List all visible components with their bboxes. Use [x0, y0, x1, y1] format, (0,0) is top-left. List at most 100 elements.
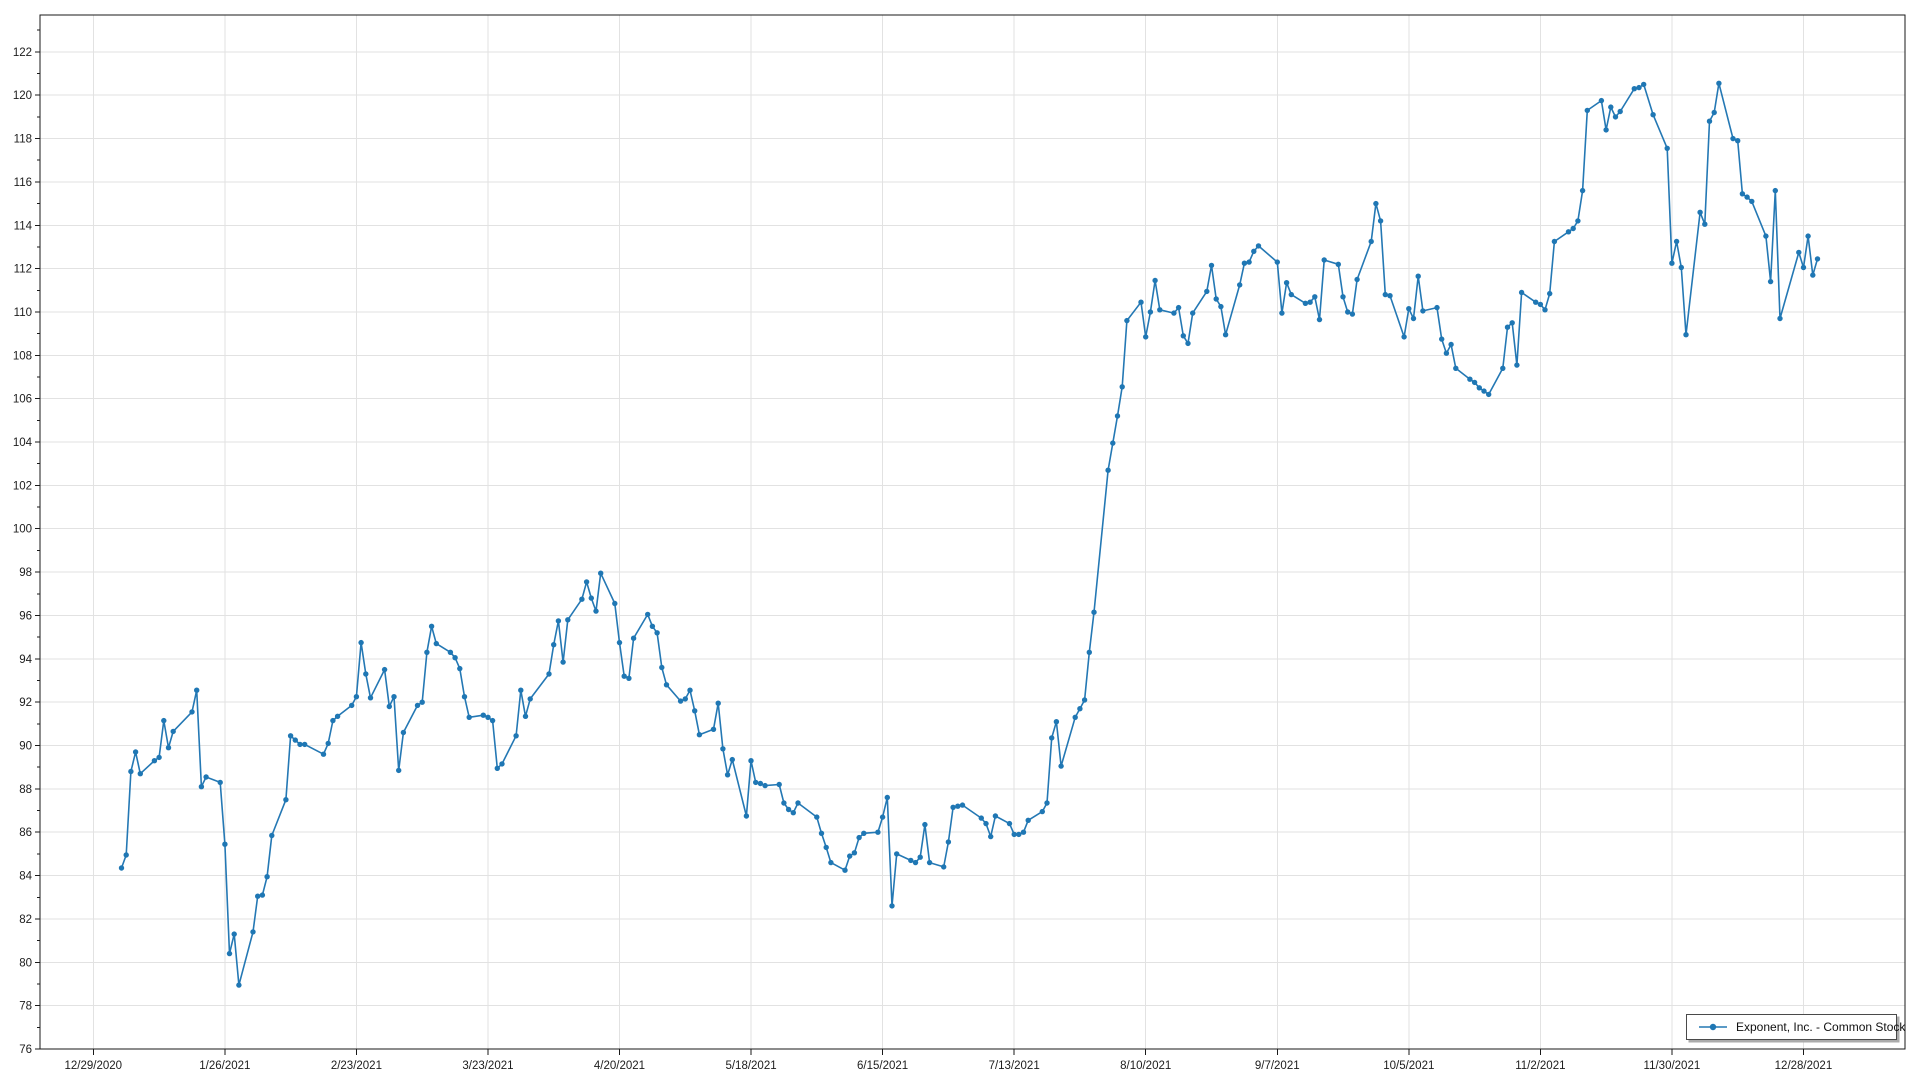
data-point-marker: [419, 699, 425, 705]
y-tick-label: 102: [13, 480, 32, 492]
y-tick-label: 116: [14, 177, 32, 189]
plot-border: [39, 14, 1906, 1050]
data-point-marker: [814, 814, 820, 820]
data-point-marker: [1796, 249, 1802, 256]
data-point-marker: [1453, 365, 1459, 371]
legend: Exponent, Inc. - Common Stock: [1686, 1014, 1905, 1040]
data-point-marker: [428, 623, 435, 629]
data-point-marker: [1805, 233, 1811, 239]
data-point-marker: [391, 694, 397, 700]
data-point-marker: [1213, 296, 1219, 302]
data-point-marker: [349, 702, 355, 709]
data-point-marker: [518, 687, 524, 693]
y-tick-label: 76: [19, 1044, 32, 1056]
data-point-marker: [847, 853, 853, 859]
data-point-marker: [222, 841, 228, 847]
data-point-marker: [1288, 291, 1295, 298]
data-point-marker: [894, 851, 900, 857]
data-point-marker: [170, 728, 176, 735]
data-point-marker: [203, 774, 209, 780]
data-point-marker: [851, 850, 858, 856]
data-point-marker: [762, 782, 768, 789]
data-point-marker: [583, 579, 590, 585]
data-point-marker: [264, 874, 270, 880]
data-point-marker: [748, 758, 754, 764]
data-point-marker: [334, 713, 341, 719]
data-point-marker: [959, 802, 966, 808]
y-tick-label: 94: [19, 654, 32, 666]
data-point-marker: [1124, 317, 1130, 324]
data-point-marker: [753, 779, 759, 786]
data-point-marker: [593, 608, 599, 614]
data-point-marker: [1091, 609, 1097, 615]
data-point-marker: [1190, 310, 1196, 316]
data-point-marker: [236, 982, 242, 988]
data-point-marker: [1152, 277, 1158, 284]
data-point-marker: [1641, 81, 1647, 88]
y-tick-label: 78: [19, 1001, 32, 1013]
y-tick-label: 114: [14, 220, 33, 232]
data-point-marker: [908, 857, 914, 864]
data-point-marker: [1415, 273, 1421, 279]
y-tick-label: 122: [13, 47, 32, 59]
data-point-marker: [941, 864, 947, 870]
data-point-marker: [818, 830, 825, 836]
data-point-marker: [1533, 299, 1539, 305]
data-point-marker: [1777, 315, 1783, 322]
data-point-marker: [790, 810, 796, 816]
data-point-marker: [1039, 808, 1046, 815]
data-point-marker: [1410, 315, 1417, 322]
data-point-marker: [1312, 294, 1318, 300]
data-point-marker: [1114, 413, 1121, 419]
data-point-marker: [1542, 307, 1548, 313]
data-point-marker: [1518, 289, 1525, 296]
data-point-marker: [1406, 306, 1412, 312]
data-point-marker: [588, 595, 594, 601]
data-point-marker: [217, 779, 223, 786]
data-point-marker: [978, 815, 984, 821]
data-point-marker: [1382, 291, 1389, 298]
data-point-marker: [1673, 238, 1680, 245]
data-point-marker: [1246, 259, 1252, 265]
data-point-marker: [1077, 706, 1083, 712]
data-point-marker: [776, 781, 782, 788]
data-point-marker: [1486, 391, 1492, 398]
data-point-marker: [367, 695, 374, 701]
data-point-marker: [1608, 104, 1614, 110]
data-point-marker: [1138, 299, 1144, 305]
data-point-marker: [1730, 135, 1736, 142]
data-point-marker: [325, 740, 331, 747]
data-point-marker: [546, 671, 552, 677]
x-tick-label: 4/20/2021: [594, 1060, 645, 1072]
y-tick-label: 84: [19, 871, 32, 883]
data-point-marker: [522, 713, 529, 719]
data-point-marker: [330, 717, 336, 724]
data-point-marker: [659, 664, 665, 671]
data-point-marker: [710, 726, 717, 732]
data-point-marker: [1081, 697, 1088, 703]
data-point-marker: [1749, 198, 1755, 205]
data-point-marker: [785, 806, 792, 813]
data-point-marker: [922, 821, 928, 828]
data-point-marker: [1702, 221, 1708, 227]
data-point-marker: [1603, 127, 1609, 133]
data-point-marker: [194, 687, 200, 693]
data-point-marker: [1340, 294, 1346, 300]
data-point-marker: [677, 698, 684, 704]
data-point-marker: [856, 834, 862, 841]
y-tick-label: 120: [13, 90, 32, 102]
data-point-marker: [1072, 714, 1078, 720]
data-point-marker: [917, 854, 923, 860]
data-point-marker: [1321, 257, 1327, 263]
data-point-marker: [1279, 310, 1285, 316]
data-point-marker: [663, 682, 670, 688]
data-point-marker: [1143, 334, 1149, 340]
data-point-marker: [1053, 719, 1060, 725]
data-point-marker: [1204, 288, 1210, 295]
data-point-marker: [1171, 310, 1177, 316]
data-point-marker: [649, 623, 656, 629]
data-point-marker: [1579, 187, 1586, 194]
data-point-marker: [696, 732, 703, 738]
data-point-marker: [1443, 350, 1450, 356]
